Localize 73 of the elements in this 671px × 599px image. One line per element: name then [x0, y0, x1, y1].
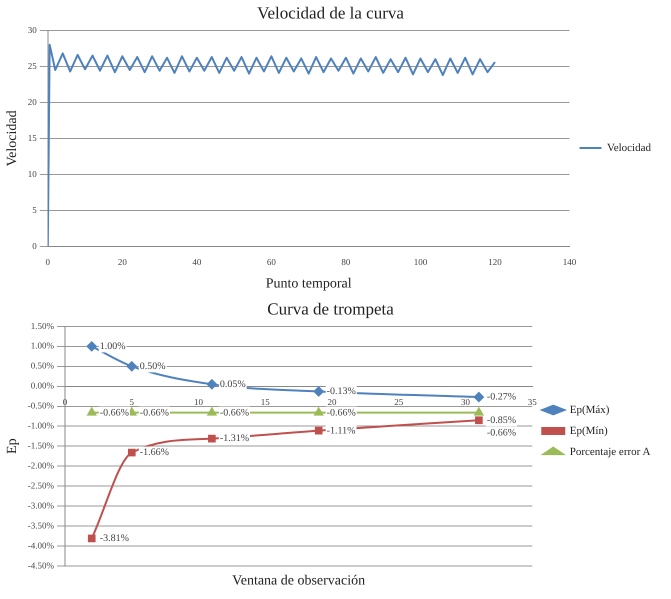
legend-label: Porcentaje error A [570, 446, 650, 458]
point [475, 416, 483, 424]
data-label: -0.66% [486, 427, 516, 438]
y-tick-label: -2.50% [28, 480, 55, 490]
x-tick-label: 40 [192, 257, 202, 268]
data-label: -3.81% [100, 533, 129, 544]
data-label: -1.66% [140, 447, 169, 458]
x-tick-label: 20 [118, 257, 128, 268]
legend-label: Ep(Máx) [570, 404, 610, 416]
x-tick-label: 60 [266, 257, 276, 268]
x-tick-label: 100 [414, 257, 428, 268]
y-axis-title: Velocidad [5, 110, 20, 166]
y-tick-label: 0.00% [30, 380, 55, 391]
y-tick-label: 15 [28, 132, 38, 143]
point [474, 392, 484, 402]
data-label: -0.66% [326, 407, 356, 418]
y-tick-label: -0.50% [28, 400, 55, 411]
chart-title: Curva de trompeta [267, 300, 394, 319]
y-tick-label: 30 [28, 24, 38, 35]
x-tick-label: 25 [394, 397, 404, 408]
point [88, 534, 96, 542]
x-axis-title: Punto temporal [266, 276, 352, 292]
y-tick-label: 20 [28, 96, 38, 107]
y-tick-label: 5 [32, 204, 38, 215]
y-tick-label: 0 [32, 240, 38, 251]
point [314, 386, 324, 396]
data-label: -1.11% [326, 425, 356, 436]
x-tick-label: 35 [528, 397, 538, 408]
x-tick-label: 30 [461, 397, 471, 408]
y-tick-label: -4.00% [28, 540, 55, 550]
point [128, 448, 136, 456]
y-tick-label: -1.00% [28, 420, 55, 431]
y-tick-label: -3.00% [28, 500, 55, 510]
data-label: -0.66% [100, 407, 129, 418]
data-label: -0.66% [220, 407, 250, 418]
point [86, 341, 97, 352]
data-label: 0.05% [220, 378, 246, 390]
point [314, 426, 323, 434]
y-tick-label: -1.50% [28, 440, 55, 451]
data-label: -0.66% [140, 407, 169, 418]
y-tick-label: -4.50% [28, 560, 55, 570]
y-tick-label: 25 [28, 60, 38, 71]
point [87, 408, 96, 416]
data-label: -1.31% [220, 433, 250, 444]
data-label: -0.13% [326, 386, 356, 398]
x-tick-label: 80 [341, 257, 351, 268]
x-tick-label: 120 [488, 257, 502, 268]
x-tick-label: 20 [328, 397, 338, 408]
point [208, 434, 216, 442]
x-tick-label: 140 [562, 257, 577, 268]
legend-label: Ep(Mín) [570, 424, 608, 437]
y-tick-label: -3.50% [28, 520, 55, 530]
point [206, 379, 217, 390]
point [314, 408, 324, 416]
chart-title: Velocidad de la curva [257, 4, 404, 23]
x-tick-label: 15 [260, 397, 270, 408]
y-tick-label: 1.00% [30, 340, 55, 351]
x-tick-label: 5 [130, 397, 135, 408]
y-tick-label: 1.50% [30, 320, 55, 331]
data-label: 1.00% [100, 340, 126, 352]
y-tick-label: 10 [28, 168, 38, 179]
x-axis-title: Ventana de observación [232, 574, 366, 589]
y-axis-title: Ep [5, 438, 20, 454]
legend-label: Velocidad [607, 142, 652, 154]
x-tick-label: 10 [194, 397, 204, 408]
data-label: -0.85% [486, 414, 516, 426]
y-tick-label: -2.00% [28, 460, 55, 471]
point [207, 408, 216, 416]
y-tick-label: 0.50% [30, 360, 55, 371]
data-label: 0.50% [140, 360, 166, 372]
point [474, 408, 484, 416]
data-label: -0.27% [486, 392, 516, 403]
point [126, 361, 137, 372]
